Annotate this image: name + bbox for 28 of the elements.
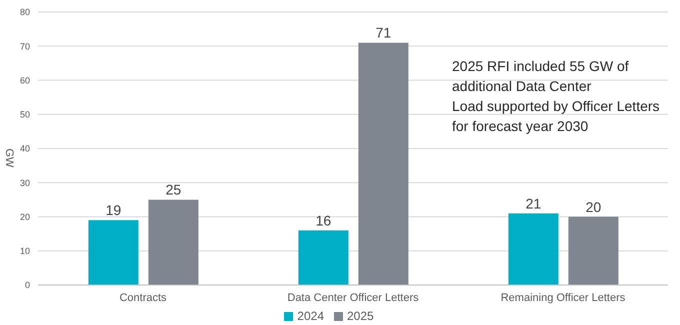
annotation: 2025 RFI included 55 GW of additional Data Center Load supported by Officer Letters for forecast year 2030 [452,57,660,136]
x-tick-label: Remaining Officer Letters [500,292,626,304]
data-label: 21 [526,195,542,212]
bar [358,42,408,285]
y-tick-label: 40 [20,144,30,154]
data-label: 71 [376,24,392,41]
y-tick-label: 10 [20,246,30,256]
data-label: 20 [586,198,602,215]
y-tick-label: 30 [20,178,30,188]
bar [508,213,558,285]
legend-label: 2024 [297,309,324,323]
y-tick-label: 60 [20,75,30,86]
bar [568,216,618,285]
x-tick-label: Data Center Officer Letters [287,292,420,304]
y-tick-label: 20 [20,212,30,222]
bar [148,200,198,285]
y-tick-label: 80 [20,7,30,18]
data-label: 19 [106,202,122,218]
y-tick-label: 50 [20,110,30,120]
data-label: 25 [166,182,182,198]
y-axis-title: GW [3,148,16,168]
bar [298,230,348,285]
y-tick-label: 0 [24,280,30,290]
x-tick-label: Contracts [119,292,168,304]
data-label: 16 [316,212,332,228]
legend-label: 2025 [347,309,374,323]
bar [88,220,138,285]
y-tick-label: 70 [20,41,30,52]
